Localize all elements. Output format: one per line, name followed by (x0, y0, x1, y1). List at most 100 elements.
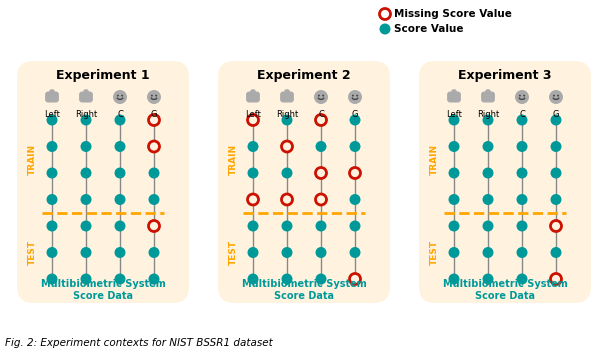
FancyBboxPatch shape (447, 92, 461, 102)
Text: Score Value: Score Value (394, 24, 463, 34)
Text: Left: Left (245, 110, 261, 119)
Text: Multibiometric System
Score Data: Multibiometric System Score Data (41, 278, 165, 301)
Circle shape (449, 247, 460, 258)
Circle shape (352, 95, 354, 96)
Circle shape (80, 114, 91, 126)
Circle shape (449, 220, 460, 232)
Circle shape (483, 247, 494, 258)
Circle shape (356, 95, 358, 96)
Text: TEST: TEST (27, 240, 36, 265)
Circle shape (517, 114, 528, 126)
FancyBboxPatch shape (246, 92, 260, 102)
Circle shape (247, 168, 258, 178)
Text: G: G (553, 110, 559, 119)
Circle shape (80, 168, 91, 178)
Circle shape (247, 141, 258, 152)
Circle shape (350, 141, 361, 152)
Circle shape (247, 247, 258, 258)
Text: TRAIN: TRAIN (229, 144, 238, 175)
Circle shape (379, 24, 390, 34)
Circle shape (350, 114, 361, 126)
Circle shape (148, 247, 159, 258)
Circle shape (148, 114, 159, 126)
Circle shape (483, 141, 494, 152)
Text: TRAIN: TRAIN (27, 144, 36, 175)
Circle shape (449, 194, 460, 205)
FancyBboxPatch shape (481, 92, 495, 102)
Circle shape (80, 220, 91, 232)
Circle shape (449, 168, 460, 178)
Circle shape (550, 274, 562, 284)
Circle shape (247, 274, 258, 284)
Text: Fig. 2: Experiment contexts for NIST BSSR1 dataset: Fig. 2: Experiment contexts for NIST BSS… (5, 338, 273, 348)
Circle shape (114, 220, 125, 232)
Text: Right: Right (477, 110, 499, 119)
Text: Experiment 1: Experiment 1 (56, 69, 150, 82)
Circle shape (80, 194, 91, 205)
Circle shape (46, 247, 58, 258)
Text: TRAIN: TRAIN (429, 144, 438, 175)
Circle shape (350, 194, 361, 205)
Circle shape (322, 95, 324, 96)
Circle shape (282, 168, 292, 178)
Circle shape (348, 90, 362, 104)
FancyBboxPatch shape (218, 61, 390, 303)
Circle shape (515, 90, 529, 104)
FancyBboxPatch shape (17, 61, 189, 303)
Text: Left: Left (446, 110, 462, 119)
Circle shape (519, 95, 521, 96)
Circle shape (117, 95, 119, 96)
Circle shape (318, 95, 320, 96)
Circle shape (483, 274, 494, 284)
Circle shape (316, 220, 326, 232)
Circle shape (282, 114, 292, 126)
Text: Experiment 2: Experiment 2 (257, 69, 351, 82)
Circle shape (517, 141, 528, 152)
Circle shape (316, 114, 326, 126)
FancyBboxPatch shape (280, 92, 294, 102)
Circle shape (449, 274, 460, 284)
Text: C: C (117, 110, 123, 119)
Circle shape (148, 220, 159, 232)
Circle shape (46, 141, 58, 152)
Circle shape (517, 194, 528, 205)
FancyBboxPatch shape (485, 89, 491, 95)
Circle shape (350, 274, 361, 284)
Circle shape (449, 141, 460, 152)
Circle shape (483, 194, 494, 205)
Circle shape (155, 95, 157, 96)
Circle shape (80, 274, 91, 284)
FancyBboxPatch shape (45, 92, 59, 102)
Circle shape (148, 168, 159, 178)
Circle shape (148, 274, 159, 284)
Circle shape (282, 274, 292, 284)
Text: G: G (352, 110, 358, 119)
Text: Right: Right (75, 110, 97, 119)
Circle shape (46, 114, 58, 126)
Text: Left: Left (44, 110, 60, 119)
Circle shape (113, 90, 127, 104)
Circle shape (46, 220, 58, 232)
Circle shape (114, 247, 125, 258)
Circle shape (550, 141, 562, 152)
Circle shape (121, 95, 123, 96)
FancyBboxPatch shape (419, 61, 591, 303)
Text: C: C (318, 110, 324, 119)
Circle shape (282, 220, 292, 232)
Circle shape (316, 141, 326, 152)
Circle shape (350, 247, 361, 258)
FancyBboxPatch shape (451, 89, 457, 95)
FancyBboxPatch shape (83, 89, 89, 95)
Circle shape (316, 168, 326, 178)
FancyBboxPatch shape (49, 89, 55, 95)
Circle shape (114, 141, 125, 152)
Circle shape (46, 168, 58, 178)
Circle shape (316, 274, 326, 284)
Circle shape (553, 95, 555, 96)
Circle shape (517, 220, 528, 232)
Circle shape (114, 274, 125, 284)
Circle shape (247, 220, 258, 232)
Circle shape (114, 168, 125, 178)
FancyBboxPatch shape (79, 92, 93, 102)
Circle shape (350, 168, 361, 178)
